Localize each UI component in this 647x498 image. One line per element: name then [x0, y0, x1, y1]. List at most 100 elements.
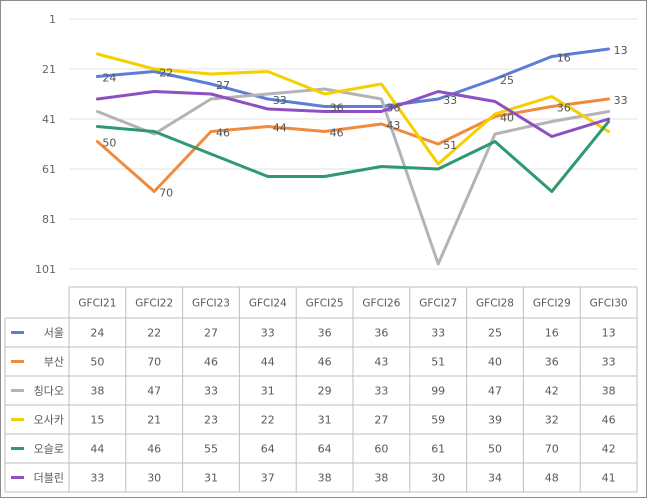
category-label: GFCI26: [362, 298, 400, 310]
legend-label: 더블린: [34, 472, 64, 485]
table-cell: 51: [431, 356, 445, 369]
table-cell: 22: [147, 327, 161, 340]
table-cell: 70: [147, 356, 161, 369]
category-label: GFCI29: [533, 298, 571, 310]
category-label: GFCI22: [135, 298, 173, 310]
table-cell: 39: [488, 414, 502, 427]
table-cell: 13: [602, 327, 616, 340]
data-label: 50: [102, 137, 116, 150]
table-cell: 27: [204, 327, 218, 340]
data-label: 46: [330, 127, 344, 140]
table-cell: 44: [90, 443, 104, 456]
table-cell: 29: [318, 385, 332, 398]
table-cell: 23: [204, 414, 218, 427]
table-cell: 36: [318, 327, 332, 340]
legend-label: 칭다오: [34, 385, 64, 398]
table-cell: 33: [431, 327, 445, 340]
data-label: 51: [443, 139, 457, 152]
table-cell: 55: [204, 443, 218, 456]
table-cell: 21: [147, 414, 161, 427]
table-cell: 64: [318, 443, 332, 456]
table-cell: 15: [90, 414, 104, 427]
data-label: 33: [614, 94, 628, 107]
table-cell: 16: [545, 327, 559, 340]
category-label: GFCI23: [192, 298, 230, 310]
y-tick-label: 41: [42, 113, 56, 126]
series-line-오사카: [95, 52, 611, 166]
category-label: GFCI25: [306, 298, 344, 310]
table-cell: 38: [90, 385, 104, 398]
data-label: 43: [386, 119, 400, 132]
table-cell: 31: [318, 414, 332, 427]
table-cell: 46: [318, 356, 332, 369]
data-label: 25: [500, 74, 514, 87]
data-label: 40: [500, 112, 514, 125]
table-cell: 60: [374, 443, 388, 456]
table-cell: 24: [90, 327, 104, 340]
table-cell: 38: [602, 385, 616, 398]
table-cell: 32: [545, 414, 559, 427]
category-label: GFCI21: [78, 298, 116, 310]
table-cell: 30: [147, 472, 161, 485]
data-label: 33: [273, 94, 287, 107]
series-line-오슬로: [95, 120, 611, 193]
table-cell: 47: [488, 385, 502, 398]
table-cell: 47: [147, 385, 161, 398]
table-cell: 46: [204, 356, 218, 369]
data-label: 13: [614, 44, 628, 57]
table-cell: 33: [374, 385, 388, 398]
series-line-더블린: [95, 90, 611, 138]
data-label: 24: [102, 72, 116, 85]
table-cell: 22: [261, 414, 275, 427]
table-cell: 27: [374, 414, 388, 427]
table-cell: 40: [488, 356, 502, 369]
table-cell: 43: [374, 356, 388, 369]
table-cell: 50: [90, 356, 104, 369]
table-cell: 70: [545, 443, 559, 456]
legend-label: 오사카: [34, 414, 64, 427]
series-line-서울: [95, 47, 611, 108]
category-label: GFCI27: [419, 298, 457, 310]
table-cell: 31: [204, 472, 218, 485]
y-tick-label: 101: [35, 263, 56, 276]
data-label: 36: [386, 102, 400, 115]
series-line-부산: [95, 97, 611, 193]
table-cell: 37: [261, 472, 275, 485]
data-label: 70: [159, 187, 173, 200]
y-tick-label: 81: [42, 213, 56, 226]
data-label: 44: [273, 122, 287, 135]
table-cell: 31: [261, 385, 275, 398]
table-cell: 61: [431, 443, 445, 456]
data-label: 36: [330, 102, 344, 115]
table-cell: 33: [261, 327, 275, 340]
table-cell: 33: [602, 356, 616, 369]
data-label: 16: [557, 52, 571, 65]
table-cell: 34: [488, 472, 502, 485]
table-cell: 33: [204, 385, 218, 398]
table-cell: 38: [374, 472, 388, 485]
data-label: 22: [159, 67, 173, 80]
data-label: 36: [557, 102, 571, 115]
table-cell: 33: [90, 472, 104, 485]
legend-label: 부산: [44, 356, 64, 369]
table-cell: 36: [374, 327, 388, 340]
table-cell: 44: [261, 356, 275, 369]
table-cell: 42: [545, 385, 559, 398]
series-line-칭다오: [95, 87, 611, 266]
category-label: GFCI24: [249, 298, 287, 310]
legend-label: 오슬로: [34, 443, 64, 456]
table-cell: 30: [431, 472, 445, 485]
category-label: GFCI30: [590, 298, 628, 310]
table-cell: 25: [488, 327, 502, 340]
table-cell: 99: [431, 385, 445, 398]
table-cell: 46: [602, 414, 616, 427]
table-cell: 41: [602, 472, 616, 485]
table-cell: 48: [545, 472, 559, 485]
data-label: 27: [216, 79, 230, 92]
table-cell: 36: [545, 356, 559, 369]
y-tick-label: 61: [42, 163, 56, 176]
data-label: 46: [216, 127, 230, 140]
data-label: 33: [443, 94, 457, 107]
table-cell: 64: [261, 443, 275, 456]
